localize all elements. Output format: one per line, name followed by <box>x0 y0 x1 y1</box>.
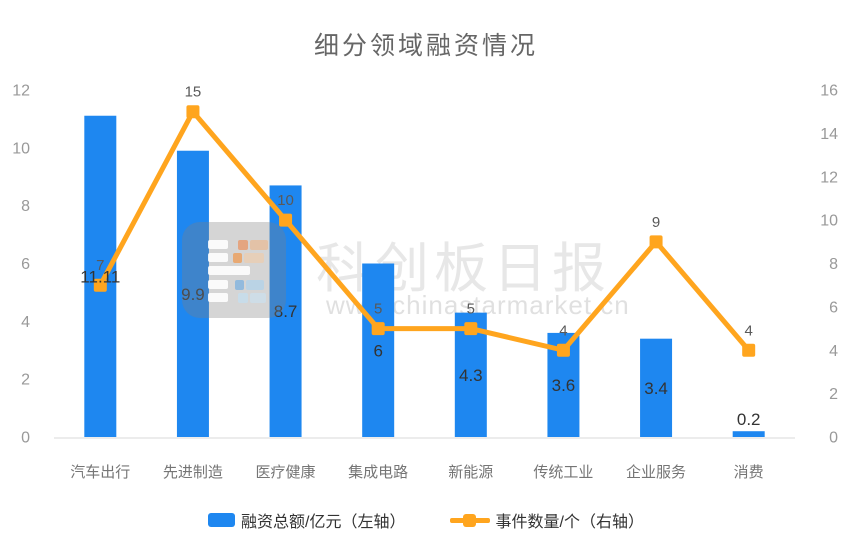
bar-value-label: 8.7 <box>274 302 298 321</box>
bar-value-label: 11.11 <box>80 267 120 286</box>
line-value-label: 7 <box>96 257 104 274</box>
right-axis-tick-label: 14 <box>820 126 838 143</box>
watermark-logo-block <box>235 280 244 290</box>
line-marker-医疗健康 <box>279 213 293 227</box>
left-axis-tick-label: 12 <box>12 83 30 100</box>
right-axis-tick-label: 8 <box>829 256 838 273</box>
bar-先进制造 <box>176 150 209 437</box>
left-axis-tick-label: 4 <box>21 314 30 331</box>
chart-title: 细分领域融资情况 <box>313 32 538 60</box>
bar-value-label: 3.6 <box>552 376 576 395</box>
right-axis-tick-label: 12 <box>820 169 838 186</box>
legend-bar-label: 融资总额/亿元（左轴） <box>241 514 406 531</box>
left-axis-tick-label: 8 <box>21 198 30 215</box>
line-value-label: 9 <box>652 214 660 231</box>
bar-汽车出行 <box>84 115 117 437</box>
watermark-logo <box>182 222 286 318</box>
bar-value-label: 0.2 <box>737 410 761 429</box>
right-axis-tick-label: 10 <box>820 213 838 230</box>
line-marker-汽车出行 <box>93 278 107 292</box>
category-label-消费: 消费 <box>734 464 764 481</box>
category-label-新能源: 新能源 <box>448 464 493 481</box>
bar-医疗健康 <box>269 185 302 437</box>
watermark-logo-block <box>208 240 228 249</box>
line-value-label: 4 <box>745 322 753 339</box>
watermark-logo-block <box>250 240 268 250</box>
line-value-label: 15 <box>185 84 202 101</box>
watermark-logo-block <box>233 253 242 263</box>
legend-item-line[interactable]: 事件数量/个（右轴） <box>449 508 644 532</box>
category-label-医疗健康: 医疗健康 <box>256 464 316 481</box>
bar-集成电路 <box>362 263 395 437</box>
line-marker-集成电路 <box>371 322 385 336</box>
category-label-汽车出行: 汽车出行 <box>70 464 130 481</box>
bar-value-label: 6 <box>373 341 382 360</box>
legend-line-swatch-icon <box>449 513 490 527</box>
category-label-先进制造: 先进制造 <box>163 464 223 481</box>
watermark-logo-block <box>250 293 266 303</box>
legend-item-bar[interactable]: 融资总额/亿元（左轴） <box>208 508 406 532</box>
bar-value-label: 4.3 <box>459 366 483 385</box>
line-value-label: 5 <box>467 301 475 318</box>
bar-消费 <box>732 431 765 437</box>
watermark-logo-block <box>244 253 264 263</box>
category-label-集成电路: 集成电路 <box>348 464 408 481</box>
line-marker-新能源 <box>464 322 478 336</box>
left-axis-tick-label: 10 <box>12 140 30 157</box>
line-value-label: 4 <box>559 322 567 339</box>
line-value-label: 5 <box>374 301 382 318</box>
line-marker-消费 <box>742 343 756 357</box>
legend-bar-swatch-icon <box>208 513 236 527</box>
right-axis-tick-label: 16 <box>820 83 838 100</box>
watermark-logo-block <box>238 240 248 250</box>
bar-企业服务 <box>640 338 673 437</box>
category-label-传统工业: 传统工业 <box>533 464 593 481</box>
left-axis-tick-label: 6 <box>21 256 30 273</box>
line-marker-传统工业 <box>556 343 570 357</box>
watermark-logo-block <box>208 280 228 289</box>
legend-line-label: 事件数量/个（右轴） <box>495 514 644 531</box>
bar-value-label: 3.4 <box>644 379 668 398</box>
watermark-logo-block <box>208 266 250 275</box>
watermark-logo-block <box>208 253 228 262</box>
bar-value-label: 9.9 <box>181 285 205 304</box>
right-axis-tick-label: 2 <box>829 386 838 403</box>
line-value-label: 10 <box>277 192 294 209</box>
legend-line-marker-icon <box>462 513 476 527</box>
line-marker-先进制造 <box>186 105 200 119</box>
watermark-logo-block <box>246 280 264 290</box>
watermark-logo-block <box>238 293 248 303</box>
watermark-logo-block <box>208 293 228 302</box>
left-axis-tick-label: 0 <box>21 430 30 447</box>
legend: 融资总额/亿元（左轴） 事件数量/个（右轴） <box>0 508 852 532</box>
line-marker-企业服务 <box>649 235 663 249</box>
category-label-企业服务: 企业服务 <box>626 463 686 481</box>
right-axis-tick-label: 6 <box>829 299 838 316</box>
left-axis-tick-label: 2 <box>21 372 30 389</box>
line-series <box>97 109 752 353</box>
right-axis-tick-label: 0 <box>829 430 838 447</box>
right-axis-tick-label: 4 <box>829 343 838 360</box>
